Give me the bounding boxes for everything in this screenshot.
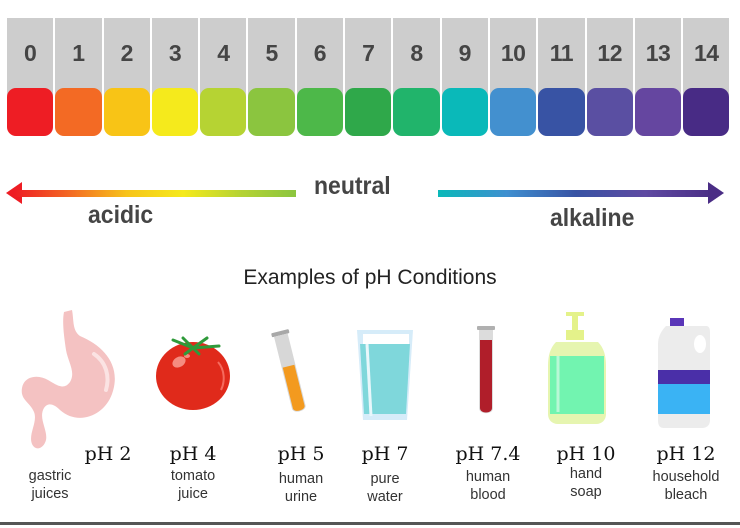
ph-value: 8	[410, 40, 423, 66]
ph-value-label: pH 2	[84, 443, 132, 465]
ph-swatch	[393, 88, 440, 136]
description-line: blood	[470, 487, 506, 503]
ph-swatch	[103, 88, 150, 136]
ph-value-label: pH 5	[277, 443, 325, 465]
ph-value-label: pH 7.4	[455, 443, 521, 465]
ph-cell-6: 6	[296, 18, 344, 138]
ph-value: 3	[168, 40, 182, 66]
arrow-right-icon	[708, 182, 724, 204]
ph-swatch	[296, 88, 344, 136]
examples-title: Examples of pH Conditions	[243, 266, 497, 289]
ph-cell-3: 3	[151, 18, 199, 138]
acidic-gradient-line	[14, 190, 296, 197]
ph-value: 13	[645, 40, 671, 66]
ph-cell-14: 14	[683, 18, 730, 138]
description-line: bleach	[664, 487, 708, 503]
ph-cell-2: 2	[103, 18, 150, 138]
ph-value: 11	[549, 40, 574, 66]
example-description: gastric juices	[2, 467, 98, 503]
ph-value: 14	[694, 40, 719, 66]
ph-value: 5	[265, 40, 278, 66]
description-line: juices	[31, 486, 69, 502]
description-line: water	[367, 489, 403, 505]
example-hand-soap: pH 10 hand soap	[538, 443, 634, 501]
example-description: pure water	[340, 470, 430, 506]
description-line: gastric	[28, 468, 72, 484]
ph-swatch	[441, 88, 488, 136]
example-human-urine: pH 5 human urine	[256, 443, 346, 506]
ph-cell-0: 0	[7, 18, 54, 138]
description-line: human	[278, 471, 324, 487]
ph-swatch	[538, 88, 585, 136]
description-line: tomato	[170, 468, 216, 484]
ph-swatch	[489, 88, 537, 136]
example-tomato-juice: pH 4 tomato juice	[148, 443, 238, 503]
acidity-arrow	[0, 170, 740, 210]
ph-cell-11: 11	[538, 18, 585, 138]
example-description: household bleach	[636, 468, 736, 504]
example-human-blood: pH 7.4 human blood	[440, 443, 536, 504]
test-tube-orange-icon	[271, 329, 306, 412]
example-description: human blood	[440, 468, 536, 504]
ph-scale: 0 1 2 3 4 5 6 7 8 9 10 11 12 13 14	[7, 18, 730, 138]
ph-value: 1	[72, 40, 85, 66]
water-glass-icon	[357, 330, 413, 420]
description-line: pure	[370, 471, 400, 487]
acidic-label: acidic	[88, 201, 154, 229]
description-line: human	[465, 469, 511, 485]
example-description: hand soap	[538, 465, 634, 501]
bottom-border	[0, 522, 740, 525]
ph-value: 9	[458, 40, 472, 66]
ph-cell-10: 10	[489, 18, 537, 138]
ph-swatch	[55, 88, 102, 136]
ph-swatch	[200, 88, 247, 136]
alkaline-gradient-line	[438, 190, 714, 197]
ph-value: 7	[362, 40, 375, 66]
ph-value-label: pH 12	[656, 443, 716, 465]
ph-swatch	[586, 88, 633, 136]
description-line: urine	[284, 489, 318, 505]
ph-cell-1: 1	[55, 18, 102, 138]
ph-cell-7: 7	[345, 18, 392, 138]
ph-swatch	[248, 88, 295, 136]
example-pure-water: pH 7 pure water	[340, 443, 430, 506]
description-line: juice	[178, 486, 208, 502]
ph-value-label: pH 7	[361, 443, 409, 465]
ph-cell-4: 4	[200, 18, 247, 138]
tomato-icon	[156, 336, 230, 410]
ph-cell-13: 13	[634, 18, 682, 138]
ph-swatch	[7, 88, 54, 136]
ph-value: 10	[500, 40, 526, 66]
description-line: hand	[569, 466, 603, 482]
ph-value: 6	[313, 40, 327, 66]
neutral-label: neutral	[314, 172, 391, 200]
ph-value: 4	[217, 40, 230, 66]
ph-swatch	[634, 88, 682, 136]
description-line: household	[652, 469, 720, 485]
test-tube-red-icon	[477, 326, 495, 414]
ph-cell-12: 12	[586, 18, 633, 138]
alkaline-label: alkaline	[550, 204, 635, 232]
ph-value-label: pH 10	[556, 443, 616, 465]
ph-value: 12	[597, 40, 622, 66]
ph-cell-9: 9	[441, 18, 488, 138]
example-description: human urine	[256, 470, 346, 506]
ph-swatch	[683, 88, 730, 136]
bleach-bottle-icon	[658, 318, 710, 428]
description-line: soap	[570, 484, 602, 500]
ph-value: 0	[24, 40, 37, 66]
ph-value-label: pH 4	[169, 443, 217, 465]
example-household-bleach: pH 12 household bleach	[636, 443, 736, 504]
ph-swatch	[151, 88, 199, 136]
example-gastric-juices: pH 2 gastric juices	[29, 443, 148, 503]
stomach-icon	[21, 310, 115, 449]
soap-dispenser-icon	[548, 312, 606, 424]
ph-cell-8: 8	[393, 18, 440, 138]
ph-cell-5: 5	[248, 18, 295, 138]
ph-value: 2	[120, 40, 134, 66]
example-description: tomato juice	[148, 467, 238, 503]
ph-swatch	[345, 88, 392, 136]
